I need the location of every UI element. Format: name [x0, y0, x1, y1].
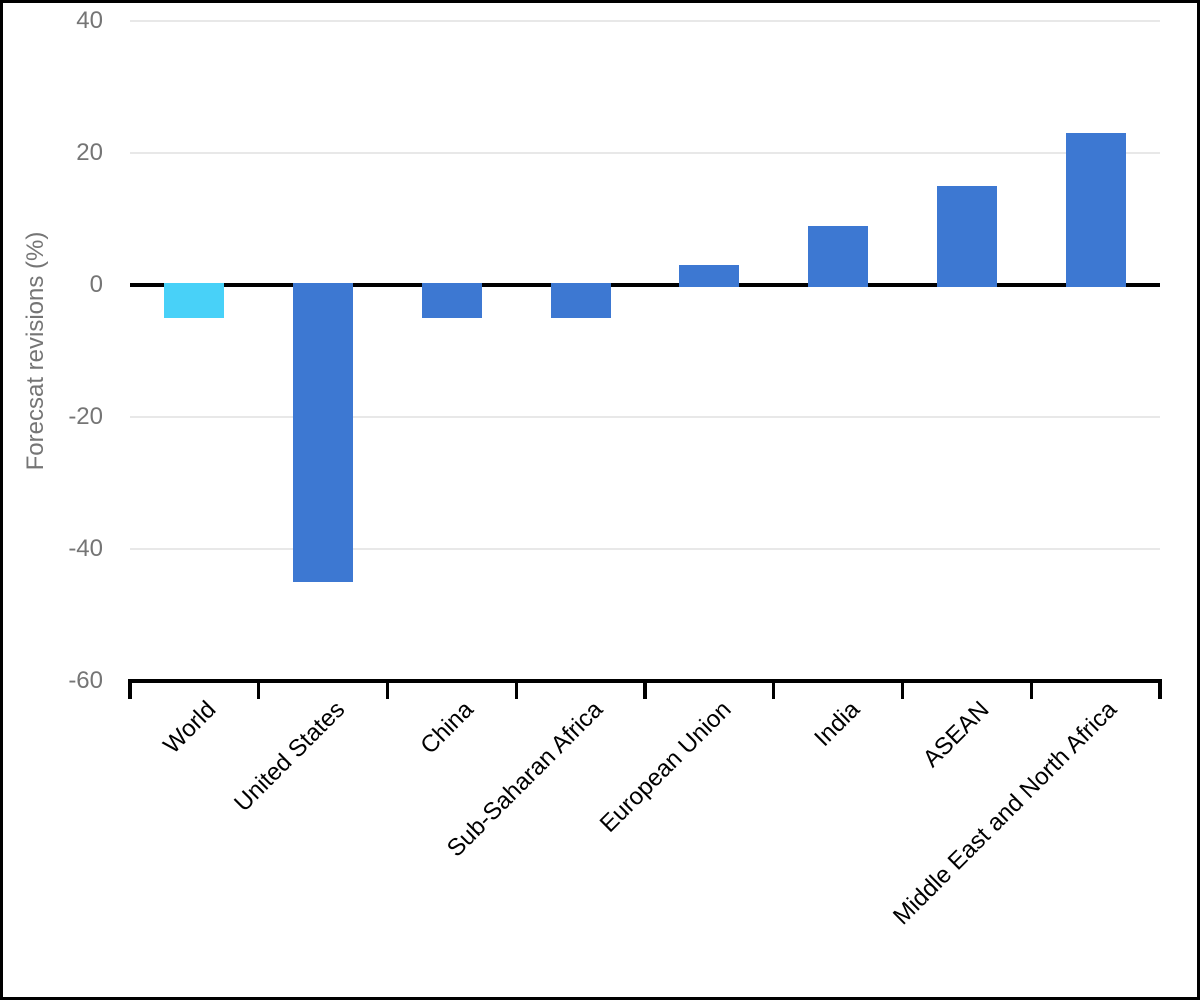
x-axis-tick — [772, 679, 776, 700]
x-tick-label: European Union — [594, 695, 737, 838]
x-tick-label: India — [809, 695, 866, 752]
y-tick-label: -40 — [68, 535, 103, 562]
bar — [936, 186, 997, 287]
bar — [421, 283, 482, 318]
x-axis-tick — [385, 679, 390, 700]
bar — [679, 265, 740, 287]
x-axis-tick — [1158, 679, 1162, 700]
y-tick-label: 0 — [89, 271, 103, 298]
x-tick-label: World — [158, 695, 222, 759]
x-tick-label: ASEAN — [917, 695, 994, 773]
bar — [164, 283, 225, 318]
gridline — [130, 152, 1160, 154]
x-tick-label: China — [415, 695, 479, 759]
x-axis-tick — [900, 679, 905, 700]
bar — [1065, 133, 1126, 287]
y-tick-label: -20 — [68, 403, 103, 430]
bar — [550, 283, 611, 318]
x-axis-tick — [643, 679, 647, 700]
gridline — [130, 416, 1160, 418]
y-tick-label: 20 — [76, 139, 103, 166]
y-axis-title: Forecsat revisions (%) — [22, 231, 49, 471]
y-tick-label: -60 — [68, 667, 103, 694]
x-axis-tick — [128, 679, 132, 700]
x-tick-label: United States — [229, 695, 351, 817]
x-axis-tick — [1029, 679, 1033, 700]
gridline — [130, 548, 1160, 550]
x-axis-tick — [514, 679, 518, 700]
x-tick-label: Middle East and North Africa — [888, 695, 1123, 930]
y-tick-label: 40 — [76, 7, 103, 34]
bar — [808, 225, 869, 287]
gridline — [130, 20, 1160, 22]
zero-baseline — [130, 283, 1160, 287]
bar — [293, 283, 354, 582]
x-axis-tick — [257, 679, 261, 700]
